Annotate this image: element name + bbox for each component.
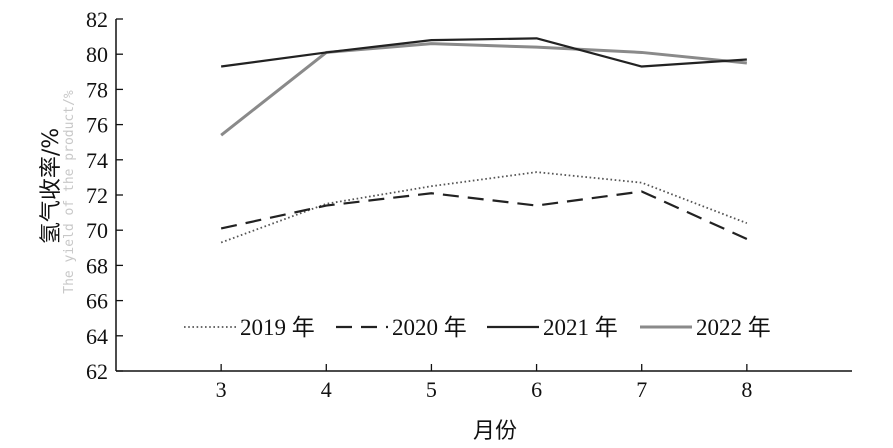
legend-label: 2021 年 (543, 315, 618, 340)
x-tick-label: 3 (216, 377, 227, 402)
x-tick-label: 4 (321, 377, 332, 402)
series-line-3 (220, 37, 747, 68)
x-tick-label: 8 (741, 377, 752, 402)
y-tick-label: 62 (86, 359, 108, 384)
legend: 2019 年 2020 年 2021 年 2022 年 (184, 315, 771, 340)
y-axis-title-english: The yield of the product/% (62, 90, 77, 294)
y-tick-label: 74 (86, 148, 108, 173)
y-tick-label: 66 (86, 289, 108, 314)
y-axis-title: 氢气收率/% (39, 128, 64, 244)
y-tick-label: 68 (86, 253, 108, 278)
y-tick-label: 82 (86, 7, 108, 32)
legend-label: 2022 年 (696, 315, 771, 340)
x-tick-label: 5 (426, 377, 437, 402)
y-tick-label: 72 (86, 183, 108, 208)
series-lines (220, 37, 748, 244)
x-axis-title: 月份 (473, 419, 517, 444)
y-tick-label: 80 (86, 42, 108, 67)
y-tick-label: 70 (86, 218, 108, 243)
series-line-4 (220, 42, 748, 137)
x-tick-label: 7 (636, 377, 647, 402)
series-line-2 (220, 190, 748, 241)
y-tick-label: 78 (86, 77, 108, 102)
y-tick-label: 76 (86, 113, 108, 138)
legend-label: 2019 年 (240, 315, 315, 340)
series-line-1 (220, 171, 748, 244)
y-tick-label: 64 (86, 324, 108, 349)
legend-label: 2020 年 (392, 315, 467, 340)
x-tick-label: 6 (531, 377, 542, 402)
